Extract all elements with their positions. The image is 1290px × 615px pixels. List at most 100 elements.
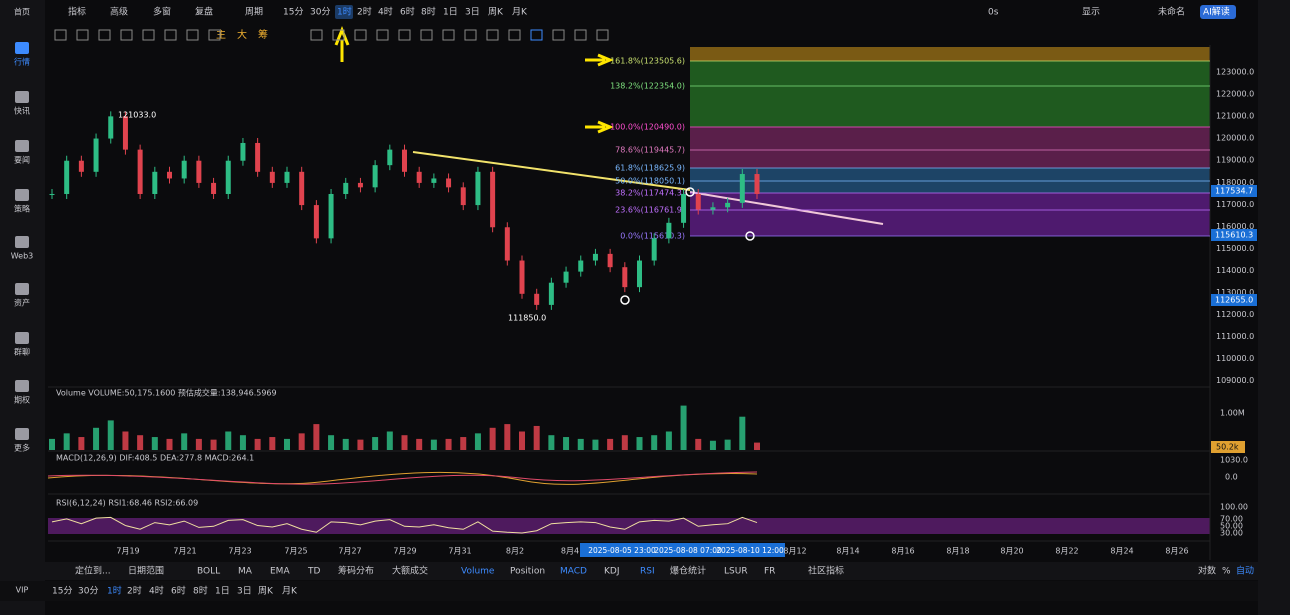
- indicator[interactable]: Volume: [461, 567, 495, 577]
- tool-icon[interactable]: [420, 29, 433, 41]
- indicator[interactable]: FR: [764, 567, 775, 577]
- indicator[interactable]: EMA: [270, 567, 290, 577]
- timeframe[interactable]: 30分: [78, 586, 98, 597]
- indicator[interactable]: 筹码分布: [338, 565, 374, 577]
- date-label: 2025-08-05 23:00: [588, 546, 656, 555]
- indicator[interactable]: KDJ: [604, 567, 620, 577]
- sidebar-icon[interactable]: [15, 42, 29, 54]
- sidebar-icon[interactable]: [15, 189, 29, 201]
- tool[interactable]: 大: [237, 28, 247, 41]
- toolbar-item[interactable]: 8时: [421, 6, 436, 18]
- indicator[interactable]: 爆仓统计: [670, 565, 706, 577]
- sidebar-item[interactable]: 要闻: [14, 156, 30, 165]
- toolbar-item[interactable]: 30分: [310, 7, 330, 18]
- indicator[interactable]: MACD: [560, 567, 587, 577]
- toolbar-item[interactable]: 指标: [68, 6, 86, 18]
- date-range[interactable]: 日期范围: [128, 565, 164, 577]
- toolbar-item[interactable]: 周K: [488, 7, 504, 18]
- sidebar-icon[interactable]: [15, 283, 29, 295]
- toolbar-item[interactable]: 1日: [443, 7, 458, 18]
- timeframe[interactable]: 8时: [193, 585, 208, 597]
- tool-icon[interactable]: [376, 29, 389, 41]
- timeframe[interactable]: 月K: [282, 586, 298, 597]
- tool-icon[interactable]: [596, 29, 609, 41]
- tool-icon[interactable]: [332, 29, 345, 41]
- sidebar-icon[interactable]: [15, 91, 29, 103]
- toolbar-item[interactable]: 复盘: [195, 6, 213, 18]
- sidebar-item[interactable]: Web3: [11, 252, 34, 261]
- ai-button[interactable]: [1200, 5, 1236, 19]
- tool-icon[interactable]: [142, 29, 155, 41]
- timeframe[interactable]: 1日: [215, 586, 230, 597]
- tool-icon[interactable]: [464, 29, 477, 41]
- candle: [725, 202, 731, 208]
- tool[interactable]: 筹: [258, 28, 268, 41]
- tool-icon[interactable]: [552, 29, 565, 41]
- toolbar-item[interactable]: 15分: [283, 7, 303, 18]
- tool-icon[interactable]: [508, 29, 521, 41]
- toolbar-item[interactable]: 周期: [245, 7, 263, 18]
- scale-option[interactable]: 对数: [1198, 565, 1216, 577]
- locate-button[interactable]: 定位到...: [75, 565, 111, 577]
- tool-icon[interactable]: [486, 29, 499, 41]
- indicator[interactable]: BOLL: [197, 567, 220, 577]
- timeframe[interactable]: 6时: [171, 585, 186, 597]
- sidebar-item[interactable]: 期权: [14, 395, 30, 405]
- tool-icon[interactable]: [574, 29, 587, 41]
- sidebar-item[interactable]: 群聊: [14, 347, 30, 357]
- scale-option[interactable]: 自动: [1236, 565, 1254, 577]
- sidebar-item[interactable]: 更多: [14, 443, 30, 453]
- toolbar-item[interactable]: 1时: [337, 6, 352, 18]
- sidebar-icon[interactable]: [15, 140, 29, 152]
- sidebar-icon[interactable]: [15, 380, 29, 392]
- toolbar-item[interactable]: 6时: [400, 6, 415, 18]
- toolbar-right[interactable]: 显示: [1082, 7, 1100, 18]
- indicator[interactable]: MA: [238, 567, 253, 577]
- active-period[interactable]: [335, 5, 353, 19]
- scale-option[interactable]: %: [1222, 567, 1231, 577]
- sidebar-item[interactable]: 资产: [14, 298, 30, 308]
- toolbar-right[interactable]: AI解读: [1203, 6, 1230, 18]
- sidebar-item[interactable]: 策略: [14, 204, 30, 214]
- sidebar-item[interactable]: 首页: [14, 7, 30, 17]
- tool-icon[interactable]: [98, 29, 111, 41]
- sidebar-icon[interactable]: [15, 428, 29, 440]
- tool-icon[interactable]: [186, 29, 199, 41]
- indicator[interactable]: 大额成交: [392, 565, 428, 577]
- toolbar-item[interactable]: 2时: [357, 6, 372, 18]
- toolbar-right[interactable]: 未命名: [1158, 6, 1185, 18]
- toolbar-item[interactable]: 月K: [512, 7, 528, 18]
- toolbar-item[interactable]: 多窗: [153, 6, 171, 18]
- toolbar-right[interactable]: 0s: [988, 8, 999, 18]
- tool-icon[interactable]: [354, 29, 367, 41]
- sidebar-item[interactable]: VIP: [16, 586, 29, 595]
- timeframe[interactable]: 2时: [127, 585, 142, 597]
- timeframe[interactable]: 4时: [149, 585, 164, 597]
- tool-icon[interactable]: [54, 29, 67, 41]
- sidebar-icon[interactable]: [15, 332, 29, 344]
- timeframe[interactable]: 3日: [237, 586, 252, 597]
- sidebar-icon[interactable]: [15, 236, 29, 248]
- tool[interactable]: 主: [216, 29, 226, 41]
- tool-icon[interactable]: [120, 29, 133, 41]
- tool-icon[interactable]: [442, 29, 455, 41]
- indicator[interactable]: RSI: [640, 567, 655, 577]
- timeframe[interactable]: 周K: [258, 586, 274, 597]
- timeframe[interactable]: 15分: [52, 586, 72, 597]
- tool-icon[interactable]: [76, 29, 89, 41]
- timeframe[interactable]: 1时: [107, 585, 122, 597]
- sidebar-item[interactable]: 快讯: [14, 106, 30, 116]
- tool-icon[interactable]: [164, 29, 177, 41]
- tool-icon[interactable]: [310, 29, 323, 41]
- toolbar-item[interactable]: 高级: [110, 6, 128, 18]
- indicator[interactable]: Position: [510, 567, 545, 577]
- toolbar-item[interactable]: 4时: [378, 6, 393, 18]
- indicator[interactable]: LSUR: [724, 567, 748, 577]
- tool-icon[interactable]: [398, 29, 411, 41]
- tool-icon[interactable]: [208, 29, 221, 41]
- indicator[interactable]: TD: [307, 567, 320, 577]
- sidebar-item[interactable]: 行情: [14, 57, 30, 67]
- indicator[interactable]: 社区指标: [808, 565, 844, 577]
- toolbar-item[interactable]: 3日: [465, 7, 480, 18]
- tool-icon[interactable]: [530, 29, 543, 41]
